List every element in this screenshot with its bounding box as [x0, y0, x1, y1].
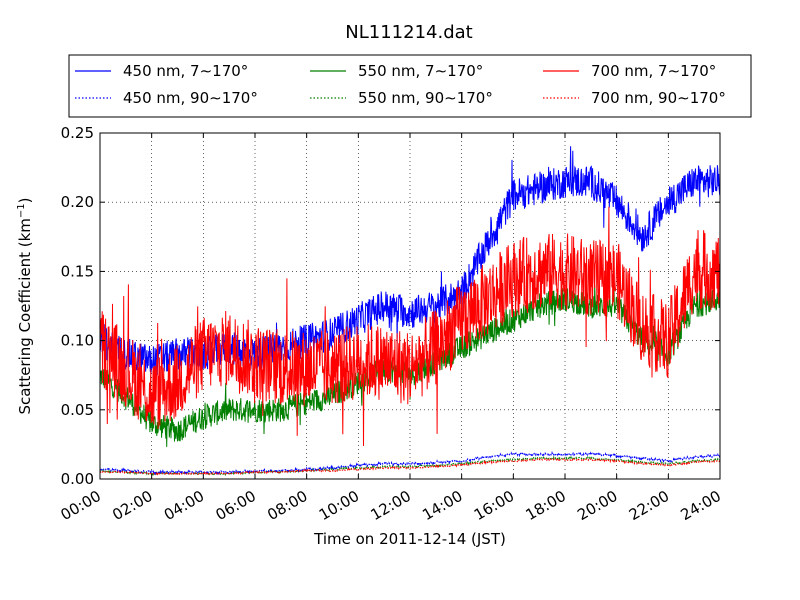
x-tick-label: 08:00	[264, 487, 310, 524]
series-layer	[99, 146, 721, 477]
x-tick-label: 14:00	[419, 487, 465, 524]
y-tick-label: 0.15	[61, 262, 94, 280]
legend-label: 700 nm, 7∼170°	[591, 62, 716, 80]
x-tick-label: 10:00	[316, 487, 362, 524]
x-axis-label: Time on 2011-12-14 (JST)	[313, 530, 506, 548]
series-line	[99, 206, 721, 447]
legend-box	[68, 54, 752, 118]
y-tick-label: 0.00	[61, 470, 94, 488]
x-tick-label: 18:00	[523, 487, 569, 524]
y-tick-label: 0.20	[61, 193, 94, 211]
y-tick-label: 0.10	[61, 332, 94, 350]
y-axis-label: Scattering Coefficient (km−1)	[16, 197, 34, 414]
series-line	[99, 450, 721, 476]
y-axis: 0.00 0.05 0.10 0.15 0.20 0.25	[61, 124, 720, 488]
y-axis-label-main: Scattering Coefficient (km	[16, 218, 34, 414]
legend-label: 450 nm, 7∼170°	[123, 62, 248, 80]
series-line	[99, 146, 721, 378]
x-tick-label: 20:00	[574, 487, 620, 524]
legend-label: 550 nm, 7∼170°	[358, 62, 483, 80]
y-tick-label: 0.25	[61, 124, 94, 142]
legend-label: 450 nm, 90∼170°	[123, 89, 258, 107]
x-tick-label: 00:00	[58, 487, 104, 524]
x-tick-label: 16:00	[471, 487, 517, 524]
x-tick-label: 02:00	[109, 487, 155, 524]
x-tick-label: 04:00	[161, 487, 207, 524]
x-tick-label: 06:00	[213, 487, 259, 524]
x-tick-label: 12:00	[368, 487, 414, 524]
y-axis-label-suffix: )	[16, 197, 34, 203]
legend-label: 550 nm, 90∼170°	[358, 89, 493, 107]
legend-label: 700 nm, 90∼170°	[591, 89, 726, 107]
y-axis-label-superscript: −1	[16, 203, 27, 218]
series-line	[99, 285, 721, 447]
chart-title: NL111214.dat	[345, 22, 472, 43]
x-tick-label: 22:00	[626, 487, 672, 524]
y-tick-label: 0.05	[61, 401, 94, 419]
x-tick-label: 24:00	[678, 487, 724, 524]
series-line	[99, 457, 721, 477]
legend: 450 nm, 7∼170° 550 nm, 7∼170° 700 nm, 7∼17…	[68, 54, 752, 118]
